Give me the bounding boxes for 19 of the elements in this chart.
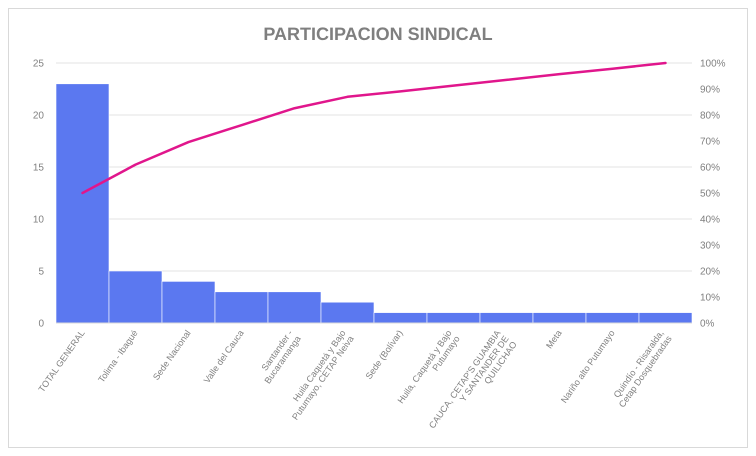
- y2-tick-label: 0%: [700, 318, 715, 330]
- y2-tick-label: 60%: [700, 162, 720, 174]
- y2-tick-label: 30%: [700, 240, 720, 252]
- y-tick-label: 10: [32, 214, 44, 226]
- y2-tick-label: 40%: [700, 214, 720, 226]
- y2-tick-label: 90%: [700, 84, 720, 96]
- y-tick-label: 0: [38, 318, 44, 330]
- y2-tick-label: 50%: [700, 188, 720, 200]
- y-tick-label: 20: [32, 110, 44, 122]
- y2-tick-label: 100%: [700, 58, 726, 70]
- y-tick-label: 5: [38, 266, 44, 278]
- y2-tick-label: 10%: [700, 292, 720, 304]
- y-tick-label: 15: [32, 162, 44, 174]
- y2-tick-label: 20%: [700, 266, 720, 278]
- line-series: [81, 62, 667, 194]
- y2-tick-label: 70%: [700, 136, 720, 148]
- y2-tick-label: 80%: [700, 110, 720, 122]
- y-tick-label: 25: [32, 58, 44, 70]
- chart-title: PARTICIPACION SINDICAL: [263, 24, 493, 44]
